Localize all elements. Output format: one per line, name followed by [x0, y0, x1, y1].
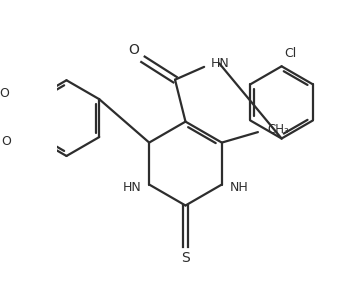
Text: CH₃: CH₃: [267, 123, 289, 136]
Text: S: S: [181, 251, 190, 266]
Text: O: O: [128, 43, 139, 57]
Text: NH: NH: [230, 181, 249, 194]
Text: HN: HN: [122, 181, 141, 194]
Text: HN: HN: [211, 57, 230, 70]
Text: Cl: Cl: [285, 48, 297, 60]
Text: O: O: [0, 87, 9, 100]
Text: O: O: [2, 135, 12, 148]
